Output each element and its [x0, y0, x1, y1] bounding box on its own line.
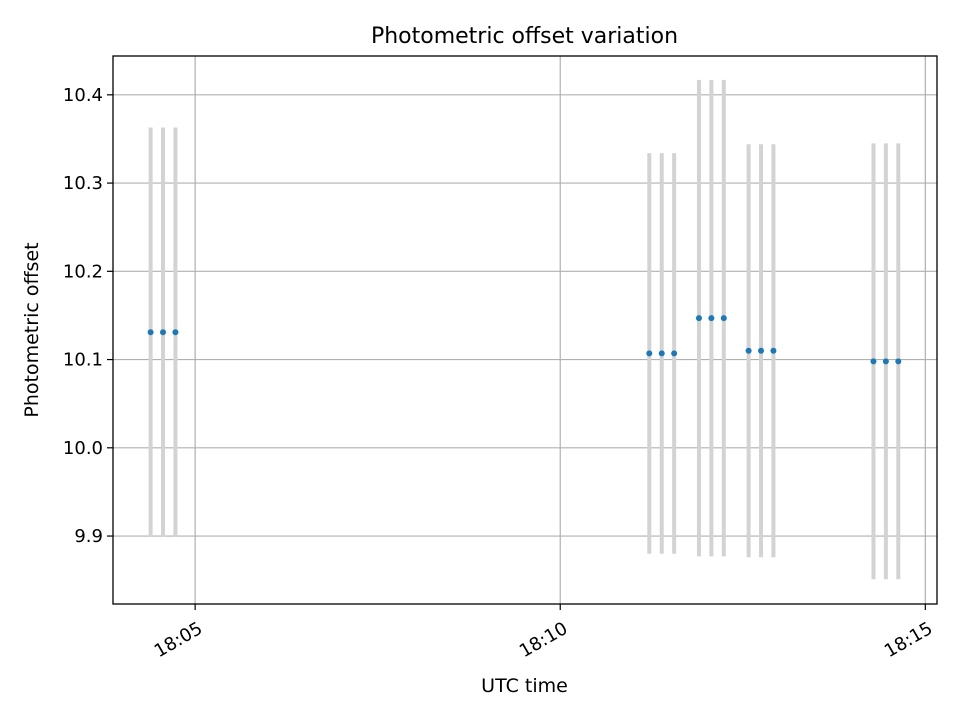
- y-axis-label: Photometric offset: [21, 242, 43, 417]
- data-point: [720, 315, 727, 322]
- y-tick-label: 10.1: [63, 350, 103, 371]
- data-point: [708, 315, 715, 322]
- y-tick-label: 10.0: [63, 438, 103, 459]
- data-point: [895, 358, 902, 365]
- point-layer: [147, 315, 902, 365]
- chart-title: Photometric offset variation: [371, 24, 678, 49]
- data-point: [147, 329, 154, 336]
- y-tick-label: 10.4: [63, 85, 103, 106]
- x-axis-label: UTC time: [481, 675, 568, 697]
- data-point: [160, 329, 167, 336]
- x-tick-label: 18:10: [516, 618, 571, 662]
- errorbar-layer: [148, 79, 901, 580]
- data-point: [770, 347, 777, 354]
- data-point: [671, 350, 678, 357]
- y-tick-label: 10.3: [63, 173, 103, 194]
- plot-frame: [112, 55, 938, 605]
- data-point: [658, 350, 665, 357]
- data-point: [745, 347, 752, 354]
- y-tick-label: 9.9: [74, 526, 103, 547]
- data-point: [172, 329, 179, 336]
- data-point: [646, 350, 653, 357]
- tick-layer: 9.9 10.0 10.1 10.2 10.3 10.4 18:05 18:10 18:15: [63, 85, 936, 662]
- data-point: [695, 315, 702, 322]
- x-tick-label: 18:15: [881, 618, 936, 662]
- grid-layer: [113, 56, 937, 604]
- data-point: [758, 347, 765, 354]
- x-tick-label: 18:05: [151, 618, 206, 662]
- y-tick-label: 10.2: [63, 261, 103, 282]
- data-point: [882, 358, 889, 365]
- data-point: [870, 358, 877, 365]
